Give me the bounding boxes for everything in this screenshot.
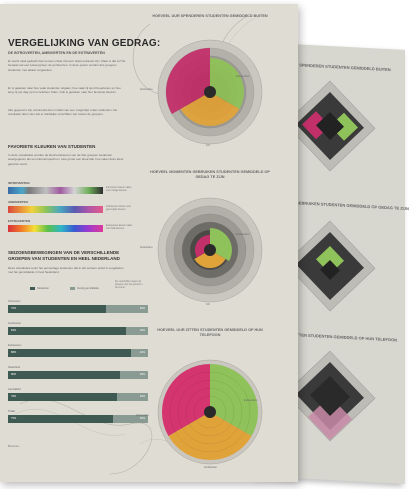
chart-buiten-label-left: Introverten	[140, 88, 153, 91]
season-bar: 80% 20%	[8, 371, 148, 379]
season-bar-rest-value: 16%	[139, 329, 145, 332]
season-bar-label: Gemiddeld	[8, 388, 21, 391]
radial-chart-buiten	[157, 39, 263, 145]
chart-momenten-center-value: 0.0	[206, 303, 210, 306]
season-bar-value: 78%	[11, 395, 17, 398]
back-diamond-chart-1	[284, 80, 376, 172]
season-bar-rest-value: 22%	[139, 395, 145, 398]
radial-chart-telefoon	[157, 359, 263, 465]
back-diamond-chart-3	[284, 350, 376, 442]
back-diamond-chart-2	[284, 220, 376, 312]
season-bar-fill	[8, 415, 113, 423]
legend-studenten: Studenten	[30, 287, 49, 290]
chart-telefoon-label-right: Extraverten	[244, 399, 258, 402]
season-bar-label: Ambiverten	[8, 322, 22, 325]
season-bar-fill	[8, 305, 106, 313]
chart-telefoon-bottom-label: Ambiverten	[204, 466, 218, 469]
color-row-label-ambiverten: AMBIVERTEN	[8, 200, 28, 204]
color-row-label-extraverten: EXTRAVERTEN	[8, 219, 31, 223]
color-row-label-introverten: INTROVERTEN	[8, 181, 30, 185]
season-bar-value: 70%	[11, 307, 17, 310]
intro-paragraph-1: Er wordt vaak gedacht dat mensen ofwel i…	[8, 59, 126, 72]
season-bar-label: Extraverten	[8, 344, 22, 347]
radial-chart-momenten	[157, 197, 263, 303]
season-bar-fill	[8, 349, 132, 357]
chart-buiten-label-right: Extraverten	[236, 75, 250, 78]
color-row-note-introverten: Introverten kiezen vaker voor rustige kl…	[106, 186, 132, 193]
season-bar: 75% 25%	[8, 415, 148, 423]
season-bar-label: Introverten	[8, 300, 21, 303]
season-bar-rest	[106, 305, 148, 313]
season-bar-rest-value: 12%	[139, 351, 145, 354]
season-bar-fill	[8, 371, 120, 379]
back-chart-title-1: HOEVEEL UUR SPENDEREN STUDENTEN GEMIDDEL…	[269, 61, 391, 72]
intro-paragraph-2: Er is gekeken naar hoe vaak studenten ui…	[8, 86, 121, 95]
front-poster-sheet: VERGELIJKING VAN GEDRAG: DE INTROVERTEN,…	[0, 4, 298, 482]
chart-momenten-label-right: Extraverten	[236, 233, 250, 236]
color-row-note-ambiverten: Ambiverten kiezen voor gemengde kleuren	[106, 205, 131, 212]
sources-label: Bronnen	[8, 444, 20, 448]
season-bar: 88% 12%	[8, 349, 148, 357]
season-bar-rest	[125, 327, 148, 335]
color-row-note-extraverten: Extraverten kiezen vaker voor felle kleu…	[106, 224, 133, 231]
season-bar-rest	[117, 393, 148, 401]
season-bar: 78% 22%	[8, 393, 148, 401]
season-bar-rest-value: 30%	[139, 307, 145, 310]
season-bar: 84% 16%	[8, 327, 148, 335]
season-bar-label: Totaal	[8, 410, 15, 413]
season-bar-rest	[131, 349, 148, 357]
colors-description: In deze visualisatie worden de kleurvoor…	[8, 153, 124, 166]
season-bar-fill	[8, 327, 126, 335]
season-bar-rest	[113, 415, 148, 423]
color-spectrum-introverten	[8, 187, 103, 194]
poster-subtitle: DE INTROVERTEN, AMBIVERTEN EN DE EXTRAVE…	[8, 51, 105, 55]
season-bar-rest-value: 25%	[139, 417, 145, 420]
intro-paragraph-3: Alle gegevens zijn verzameld door middel…	[8, 108, 118, 117]
chart-telefoon-label-left: Introverten	[136, 414, 149, 417]
color-spectrum-extraverten	[8, 225, 103, 232]
chart-title-telefoon: HOEVEEL UUR ZITTEN STUDENTEN GEMIDDELD O…	[157, 328, 263, 337]
chart-buiten-center-value: 0.0	[206, 144, 210, 147]
season-bar-value: 80%	[11, 373, 17, 376]
seasons-note: De verschillen tussen de groepen zijn he…	[115, 280, 143, 290]
season-bar-fill	[8, 393, 118, 401]
season-bar-value: 84%	[11, 329, 17, 332]
seasons-description: Deze visualisatie toont het percentage s…	[8, 266, 124, 275]
season-bar: 70% 30%	[8, 305, 148, 313]
legend-overig: Overig gemiddelde	[70, 287, 99, 290]
chart-title-buiten: HOEVEEL UUR SPENDEREN STUDENTEN GEMIDDEL…	[152, 14, 268, 18]
poster-title: VERGELIJKING VAN GEDRAG:	[8, 38, 161, 49]
season-bar-label: Nederland	[8, 366, 20, 369]
color-spectrum-ambiverten	[8, 206, 103, 213]
season-bar-rest	[120, 371, 148, 379]
chart-title-momenten: HOEVEEL MOMENTEN GEBRUIKEN STUDENTEN GEM…	[150, 170, 270, 179]
season-bar-value: 88%	[11, 351, 17, 354]
colors-heading: FAVORIETE KLEUREN VAN STUDENTEN	[8, 144, 96, 149]
chart-momenten-label-left: Introverten	[140, 246, 153, 249]
seasons-heading: SEIZOENSBEWEGINGEN VAN DE VERSCHILLENDE …	[8, 250, 120, 261]
season-bar-rest-value: 20%	[139, 373, 145, 376]
season-bar-value: 75%	[11, 417, 17, 420]
